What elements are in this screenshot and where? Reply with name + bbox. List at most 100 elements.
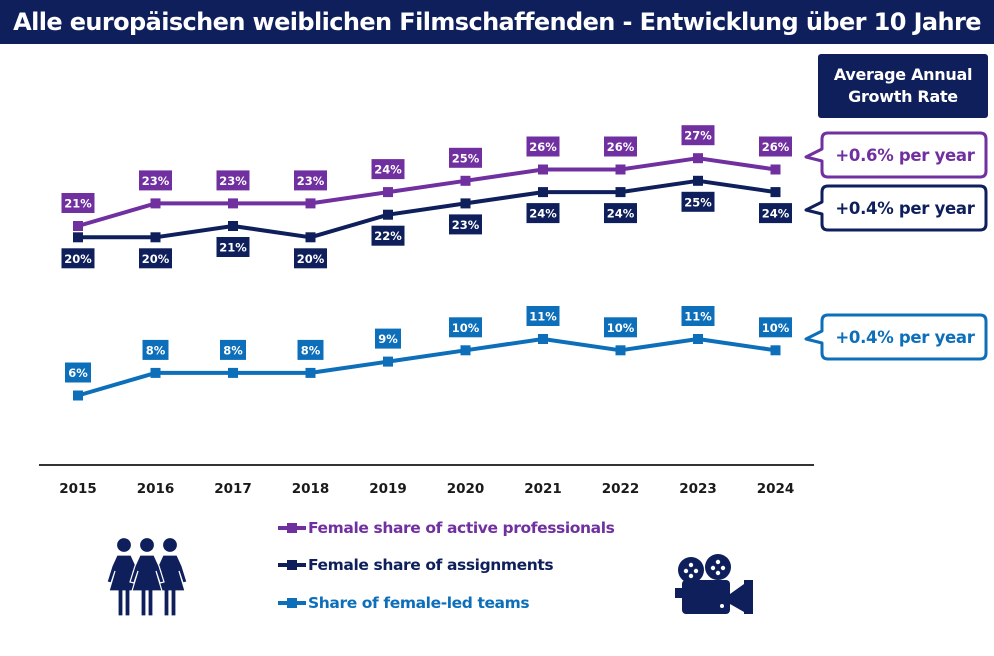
data-label-box xyxy=(604,317,637,338)
x-tick-label: 2022 xyxy=(602,481,640,497)
data-label: 10% xyxy=(452,321,480,335)
data-label: 25% xyxy=(452,151,480,165)
data-point-teams xyxy=(460,345,471,356)
data-point-teams xyxy=(538,334,548,344)
legend-label: Female share of active professionals xyxy=(308,519,615,537)
x-tick-label: 2020 xyxy=(447,481,485,497)
growth-callout-text: +0.6% per year xyxy=(835,146,975,165)
data-label: 24% xyxy=(762,207,790,221)
data-point-teams xyxy=(150,367,161,378)
legend-item-active-professionals: Female share of active professionals xyxy=(278,519,615,537)
data-label: 10% xyxy=(762,321,790,335)
data-label: 26% xyxy=(529,140,557,154)
data-label-box xyxy=(526,136,560,157)
data-label-box xyxy=(604,136,637,157)
data-point-active xyxy=(460,175,471,186)
data-point-teams xyxy=(770,345,781,356)
data-point-teams xyxy=(305,367,316,378)
growth-rate-title-line2: Growth Rate xyxy=(848,87,958,106)
data-label: 26% xyxy=(762,140,790,154)
x-tick-label: 2016 xyxy=(137,481,175,497)
growth-rate-header: Average Annual Growth Rate xyxy=(818,54,988,118)
series-line-assignments xyxy=(78,178,776,240)
data-point-active xyxy=(693,153,703,164)
data-label-box xyxy=(139,170,172,191)
data-point-teams xyxy=(615,345,626,356)
data-label: 22% xyxy=(374,229,402,243)
data-label-box xyxy=(681,191,715,212)
data-point-teams xyxy=(73,390,83,401)
data-point-assignments xyxy=(383,209,393,220)
film-camera-icon xyxy=(675,554,753,614)
data-label: 23% xyxy=(452,218,480,232)
growth-callout-active xyxy=(804,131,988,179)
legend-item-assignments: Female share of assignments xyxy=(278,556,554,574)
data-label: 10% xyxy=(607,321,635,335)
data-label: 23% xyxy=(142,174,170,188)
data-label: 27% xyxy=(684,129,712,143)
data-label-box xyxy=(216,237,250,257)
x-tick-label: 2019 xyxy=(369,481,407,497)
growth-callout-text: +0.4% per year xyxy=(835,328,975,347)
data-label-box xyxy=(61,248,95,269)
data-point-teams xyxy=(693,334,703,344)
data-point-active xyxy=(150,198,161,209)
data-point-assignments xyxy=(693,175,703,186)
data-point-active xyxy=(538,164,548,175)
data-label: 23% xyxy=(219,174,247,188)
data-label: 24% xyxy=(607,207,635,221)
growth-callout-assignments xyxy=(804,184,988,232)
data-point-assignments xyxy=(228,221,238,231)
data-point-active xyxy=(73,221,83,231)
legend-marker-icon xyxy=(278,560,306,570)
data-label-box xyxy=(449,317,482,338)
data-label-box xyxy=(449,214,482,235)
data-point-assignments xyxy=(770,187,781,198)
data-point-teams xyxy=(383,356,393,367)
data-label-box xyxy=(61,193,95,213)
data-label-box xyxy=(759,136,792,157)
data-label-box xyxy=(681,306,715,326)
data-label-box xyxy=(375,328,401,349)
data-label-box xyxy=(604,203,637,224)
data-label-box xyxy=(139,248,172,269)
data-label-box xyxy=(220,339,246,360)
data-label-box xyxy=(681,125,715,146)
data-label: 26% xyxy=(607,140,635,154)
data-label-box xyxy=(297,339,324,360)
series-line-teams xyxy=(77,337,776,398)
data-label-box xyxy=(65,362,91,383)
x-tick-label: 2021 xyxy=(524,481,562,497)
data-label-box xyxy=(142,339,169,360)
data-label: 9% xyxy=(378,332,398,346)
data-label-box xyxy=(526,203,560,224)
data-label: 20% xyxy=(64,252,92,266)
data-point-active xyxy=(615,164,626,175)
data-label: 8% xyxy=(146,343,166,357)
data-label: 11% xyxy=(529,310,557,324)
data-label: 11% xyxy=(684,310,712,324)
data-label: 20% xyxy=(297,252,325,266)
legend-marker-icon xyxy=(278,523,306,533)
x-tick-label: 2018 xyxy=(292,481,330,497)
growth-rate-title-line1: Average Annual xyxy=(833,65,973,84)
data-label-box xyxy=(759,203,792,224)
data-point-active xyxy=(383,187,393,198)
data-label: 8% xyxy=(301,343,321,357)
data-label: 8% xyxy=(223,343,243,357)
data-label: 23% xyxy=(297,174,325,188)
data-point-active xyxy=(770,164,781,175)
chart-title: Alle europäischen weiblichen Filmschaffe… xyxy=(0,0,994,44)
data-label-box xyxy=(371,225,405,246)
growth-callout-text: +0.4% per year xyxy=(835,199,975,218)
data-label: 24% xyxy=(529,207,557,221)
x-tick-label: 2024 xyxy=(757,481,795,497)
data-point-assignments xyxy=(305,232,316,243)
data-label-box xyxy=(371,159,405,180)
data-label: 25% xyxy=(684,195,712,209)
x-tick-label: 2023 xyxy=(679,481,717,497)
growth-callout-teams xyxy=(804,313,988,361)
data-point-teams xyxy=(228,367,238,378)
legend-label: Share of female-led teams xyxy=(308,594,530,612)
